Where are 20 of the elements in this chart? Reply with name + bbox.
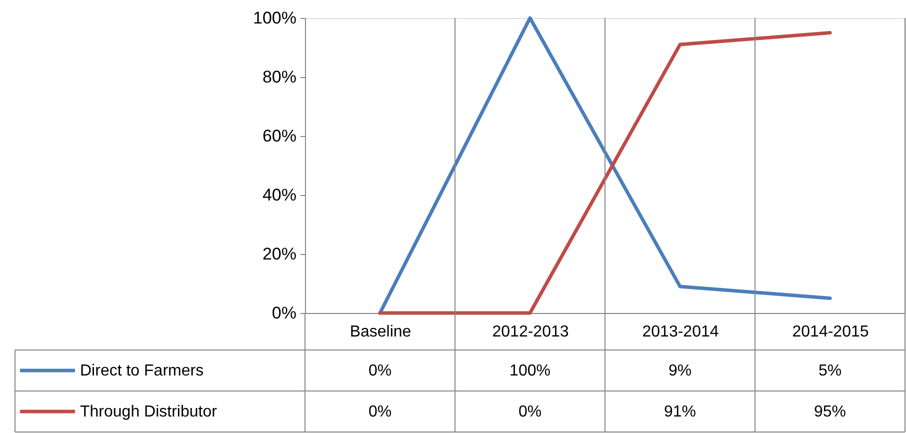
legend-label: Through Distributor bbox=[80, 404, 218, 420]
y-tick-label: 0% bbox=[272, 304, 296, 322]
data-label: 100% bbox=[510, 362, 550, 380]
y-tick-label: 80% bbox=[262, 68, 296, 86]
data-label: 95% bbox=[814, 404, 846, 420]
data-label: 0% bbox=[368, 404, 392, 420]
data-label: 5% bbox=[818, 362, 842, 380]
x-tick-label: 2013-2014 bbox=[642, 324, 719, 340]
data-label: 0% bbox=[518, 404, 542, 420]
y-tick-label: 40% bbox=[262, 186, 296, 204]
y-tick-label: 20% bbox=[262, 244, 296, 264]
data-label: 0% bbox=[368, 362, 392, 380]
y-tick-label: 100% bbox=[253, 8, 296, 28]
x-tick-label: 2014-2015 bbox=[792, 324, 869, 340]
legend-label: Direct to Farmers bbox=[80, 362, 204, 380]
data-label: 9% bbox=[668, 362, 692, 380]
x-tick-label: Baseline bbox=[350, 324, 412, 340]
data-label: 91% bbox=[664, 404, 696, 420]
x-tick-label: 2012-2013 bbox=[492, 324, 569, 340]
y-tick-label: 60% bbox=[262, 126, 296, 146]
